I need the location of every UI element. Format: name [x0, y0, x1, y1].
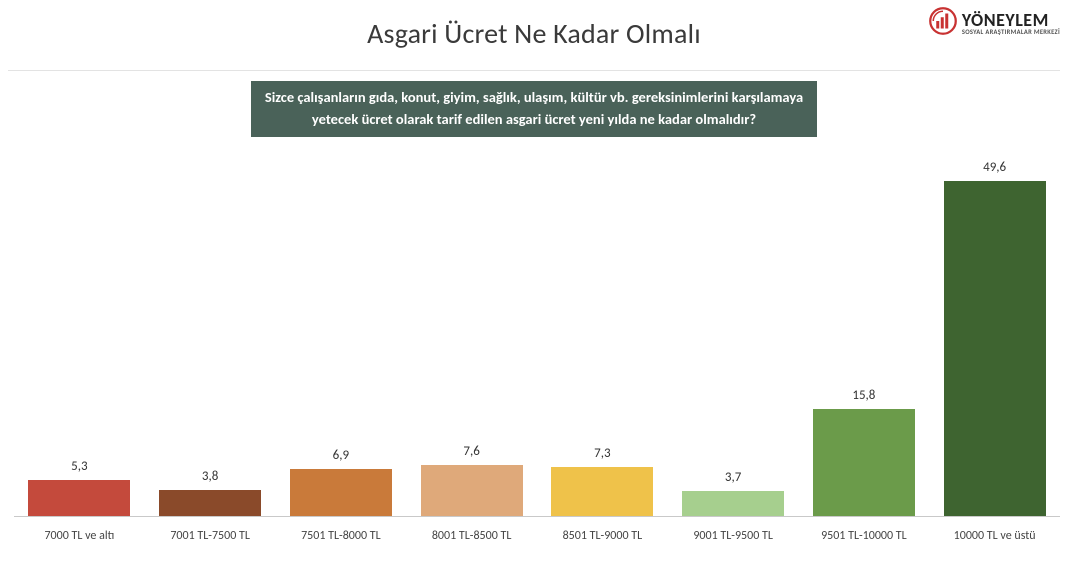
bar-slot: 3,7 [668, 144, 799, 516]
bar-rect [159, 490, 261, 516]
x-axis-label: 8501 TL-9000 TL [537, 529, 668, 543]
page-root: Asgari Ücret Ne Kadar Olmalı YÖNEYLEM SO… [0, 0, 1068, 561]
x-axis-label: 9501 TL-10000 TL [799, 529, 930, 543]
bar-rect [813, 409, 915, 516]
bar-value-label: 5,3 [71, 459, 87, 474]
bar-chart: 5,3 3,8 6,9 7,6 7,3 3,7 15,8 49,6 7000 TL ve al… [14, 144, 1060, 549]
bar-value-label: 7,3 [594, 446, 610, 461]
logo-text: YÖNEYLEM SOSYAL ARAŞTIRMALAR MERKEZİ [962, 11, 1060, 36]
subtitle-line-1: Sizce çalışanların gıda, konut, giyim, s… [265, 88, 803, 106]
brand-logo: YÖNEYLEM SOSYAL ARAŞTIRMALAR MERKEZİ [928, 6, 1060, 41]
header: Asgari Ücret Ne Kadar Olmalı YÖNEYLEM SO… [8, 10, 1060, 66]
subtitle-container: Sizce çalışanların gıda, konut, giyim, s… [8, 81, 1060, 137]
header-divider [8, 70, 1060, 71]
survey-question: Sizce çalışanların gıda, konut, giyim, s… [251, 81, 817, 137]
bar-value-label: 3,7 [725, 470, 741, 485]
bar-rect [682, 491, 784, 516]
bar-slot: 5,3 [14, 144, 145, 516]
bar-rect [290, 469, 392, 516]
chart-plot-area: 5,3 3,8 6,9 7,6 7,3 3,7 15,8 49,6 [14, 144, 1060, 517]
x-axis-label: 9001 TL-9500 TL [668, 529, 799, 543]
x-axis-label: 8001 TL-8500 TL [406, 529, 537, 543]
logo-icon [928, 6, 958, 41]
bar-rect [551, 467, 653, 516]
bar-slot: 15,8 [799, 144, 930, 516]
bar-slot: 49,6 [929, 144, 1060, 516]
bar-value-label: 3,8 [202, 469, 218, 484]
bar-value-label: 6,9 [333, 448, 349, 463]
chart-x-axis: 7000 TL ve altı7001 TL-7500 TL7501 TL-80… [14, 529, 1060, 543]
x-axis-label: 7000 TL ve altı [14, 529, 145, 543]
bar-rect [421, 465, 523, 516]
x-axis-label: 7001 TL-7500 TL [145, 529, 276, 543]
subtitle-line-2: yetecek ücret olarak tarif edilen asgari… [312, 110, 756, 128]
bar-value-label: 15,8 [852, 388, 875, 403]
logo-text-sub: SOSYAL ARAŞTIRMALAR MERKEZİ [962, 28, 1060, 36]
page-title: Asgari Ücret Ne Kadar Olmalı [8, 10, 1060, 51]
x-axis-label: 7501 TL-8000 TL [276, 529, 407, 543]
bar-value-label: 49,6 [983, 160, 1006, 175]
bar-value-label: 7,6 [463, 444, 479, 459]
bar-slot: 7,3 [537, 144, 668, 516]
logo-text-main: YÖNEYLEM [962, 11, 1060, 29]
bar-slot: 6,9 [276, 144, 407, 516]
bar-rect [28, 480, 130, 516]
x-axis-label: 10000 TL ve üstü [929, 529, 1060, 543]
bar-slot: 3,8 [145, 144, 276, 516]
bar-slot: 7,6 [406, 144, 537, 516]
chart-bars: 5,3 3,8 6,9 7,6 7,3 3,7 15,8 49,6 [14, 144, 1060, 516]
bar-rect [944, 181, 1046, 516]
